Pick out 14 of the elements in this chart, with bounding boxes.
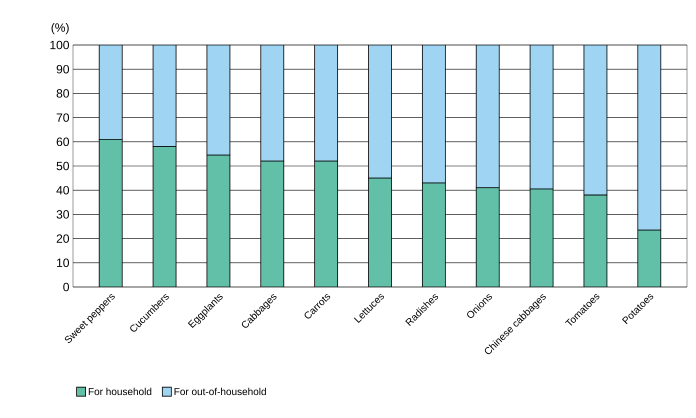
y-tick-label: 70 [56,113,70,122]
y-tick-label: 40 [56,186,70,194]
y-tick-label: 30 [56,210,70,219]
y-tick-label: 80 [56,89,70,98]
y-tick-label: 10 [57,258,70,268]
y-tick-label: 100 [50,40,69,50]
y-axis-title: (%) [52,23,69,34]
legend-label: For out-of-household [174,388,266,396]
y-tick-label: 90 [56,64,70,74]
y-tick-label: 60 [56,138,70,146]
y-tick-label: 50 [56,162,70,170]
legend-label: For household [88,388,152,396]
y-tick-label: 0 [63,282,70,292]
y-tick-label: 20 [56,234,70,243]
